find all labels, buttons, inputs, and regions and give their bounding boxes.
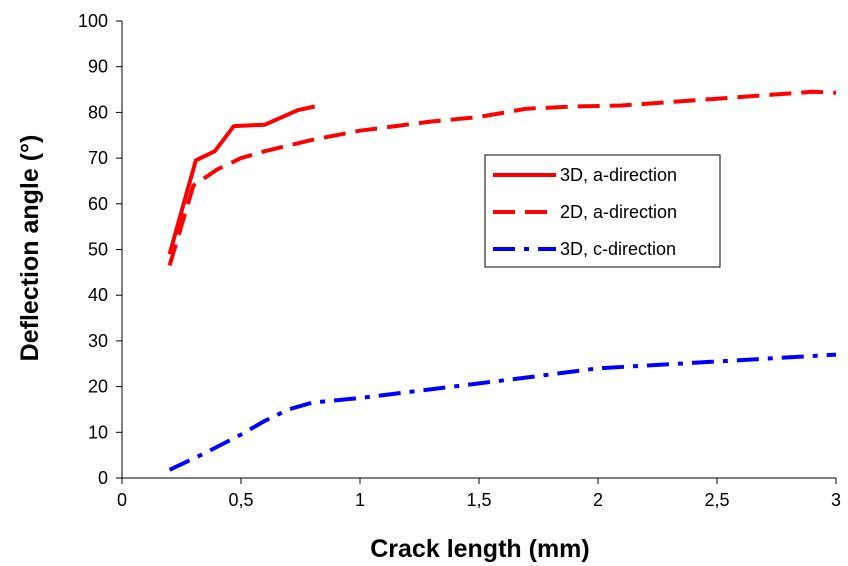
- x-tick-label: 1,5: [466, 490, 491, 510]
- x-tick-label: 0: [117, 490, 127, 510]
- x-tick-label: 3: [831, 490, 841, 510]
- x-axis-title: Crack length (mm): [370, 535, 589, 563]
- y-tick-label: 50: [88, 240, 108, 260]
- legend: 3D, a-direction 2D, a-direction 3D, c-dire…: [484, 154, 721, 268]
- legend-label-2: 2D, a-direction: [560, 202, 677, 222]
- y-tick-label: 70: [88, 148, 108, 168]
- y-tick-label: 10: [88, 422, 108, 442]
- y-tick-label: 60: [88, 194, 108, 214]
- x-tick-label: 2: [593, 490, 603, 510]
- legend-label-3: 3D, c-direction: [560, 239, 676, 259]
- plot-area: 0 10 20 30 40 50 60 70 80 90 100 0 0,5 1 1,5 2 2,5 3: [78, 11, 841, 510]
- series-line-3: [168, 352, 837, 472]
- y-tick-label: 40: [88, 285, 108, 305]
- x-tick-label: 1: [355, 490, 365, 510]
- y-tick-label: 80: [88, 102, 108, 122]
- series-line-2: [167, 89, 837, 267]
- x-tick-label: 0,5: [228, 490, 253, 510]
- y-tick-label: 90: [88, 57, 108, 77]
- series-layer: [167, 89, 837, 472]
- y-tick-label: 20: [88, 377, 108, 397]
- legend-label-1: 3D, a-direction: [560, 165, 677, 185]
- y-tick-label: 30: [88, 331, 108, 351]
- y-tick-label: 100: [78, 11, 108, 31]
- series-line-1: [167, 104, 316, 255]
- y-axis-title: Deflection angle (°): [16, 135, 44, 362]
- x-tick-label: 2,5: [704, 490, 729, 510]
- y-tick-label: 0: [98, 468, 108, 488]
